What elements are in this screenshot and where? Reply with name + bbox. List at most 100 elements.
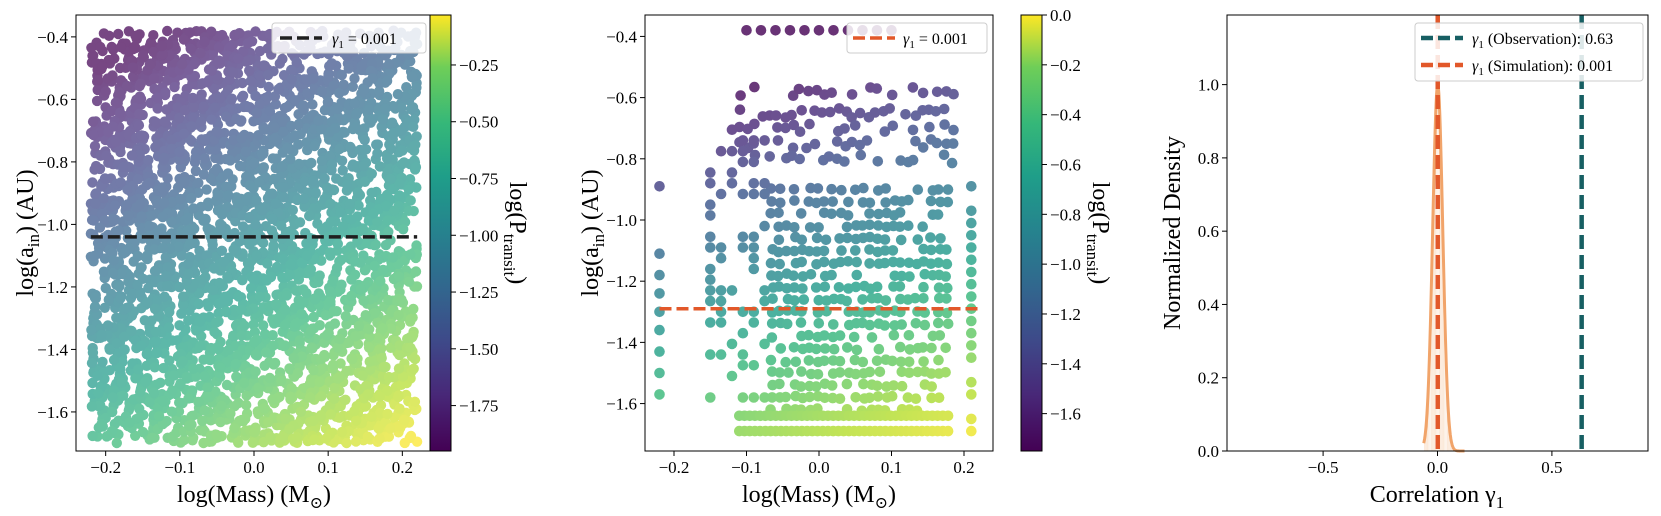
scatter-point bbox=[966, 254, 977, 266]
scatter-point bbox=[265, 271, 277, 283]
scatter-point bbox=[805, 269, 817, 280]
scatter-point bbox=[335, 207, 346, 218]
scatter-point bbox=[850, 184, 861, 196]
scatter-point bbox=[726, 145, 738, 157]
scatter-point bbox=[403, 276, 415, 287]
scatter-point bbox=[133, 364, 144, 375]
scatter-point bbox=[873, 208, 884, 220]
scatter-point bbox=[918, 243, 929, 255]
scatter-point bbox=[234, 236, 245, 247]
y-tick-label: −1.0 bbox=[606, 211, 637, 230]
scatter-point bbox=[850, 281, 862, 293]
x-tick-label: 0.0 bbox=[808, 458, 829, 477]
scatter-point bbox=[144, 59, 155, 71]
colorbar-tick-label: −1.6 bbox=[1050, 405, 1081, 424]
scatter-point bbox=[268, 173, 280, 185]
scatter-point bbox=[765, 208, 776, 219]
scatter-point bbox=[737, 231, 749, 243]
scatter-point bbox=[244, 102, 255, 113]
scatter-point bbox=[385, 423, 396, 434]
scatter-point bbox=[938, 149, 950, 161]
scatter-point bbox=[210, 317, 222, 328]
scatter-point bbox=[87, 430, 98, 442]
scatter-point bbox=[215, 218, 226, 230]
scatter-point bbox=[132, 279, 143, 291]
scatter-point bbox=[316, 86, 328, 97]
scatter-point bbox=[161, 280, 173, 292]
scatter-point bbox=[705, 178, 716, 189]
scatter-point bbox=[344, 198, 355, 210]
scatter-point bbox=[199, 371, 210, 382]
scatter-point bbox=[403, 184, 414, 195]
scatter-point bbox=[705, 231, 716, 243]
scatter-point bbox=[202, 391, 213, 403]
scatter-point bbox=[174, 320, 185, 331]
scatter-point bbox=[828, 343, 840, 355]
panel-1-scatter-points bbox=[85, 25, 423, 449]
scatter-point bbox=[715, 188, 727, 200]
scatter-point bbox=[236, 115, 247, 126]
scatter-point bbox=[188, 203, 199, 214]
scatter-point bbox=[190, 371, 201, 382]
scatter-point bbox=[319, 173, 330, 184]
scatter-point bbox=[245, 283, 257, 294]
panel-2-legend-box bbox=[846, 22, 988, 54]
scatter-point bbox=[135, 386, 146, 398]
scatter-point bbox=[308, 73, 319, 84]
scatter-point bbox=[896, 270, 907, 282]
scatter-point bbox=[233, 437, 244, 448]
scatter-point bbox=[395, 294, 407, 306]
scatter-point bbox=[895, 341, 906, 353]
scatter-point bbox=[350, 122, 361, 133]
scatter-point bbox=[835, 256, 846, 268]
scatter-point bbox=[941, 244, 952, 255]
scatter-point bbox=[368, 208, 379, 219]
scatter-point bbox=[715, 349, 727, 360]
scatter-point bbox=[834, 367, 846, 378]
scatter-point bbox=[130, 30, 141, 41]
scatter-point bbox=[715, 317, 727, 328]
scatter-point bbox=[341, 319, 352, 330]
colorbar-tick-label: −1.2 bbox=[1050, 305, 1081, 324]
scatter-point bbox=[748, 360, 760, 371]
scatter-point bbox=[787, 142, 799, 154]
scatter-point bbox=[108, 255, 119, 266]
scatter-point bbox=[767, 293, 778, 305]
scatter-point bbox=[353, 200, 364, 211]
scatter-point bbox=[734, 104, 746, 115]
scatter-point bbox=[250, 366, 261, 377]
scatter-point bbox=[159, 152, 170, 164]
scatter-point bbox=[858, 182, 869, 194]
scatter-point bbox=[136, 211, 147, 222]
scatter-point bbox=[381, 153, 393, 164]
scatter-point bbox=[145, 38, 157, 49]
scatter-point bbox=[268, 240, 279, 251]
scatter-point bbox=[100, 86, 112, 97]
scatter-point bbox=[221, 379, 233, 391]
x-tick-label: 0.0 bbox=[1427, 458, 1448, 477]
scatter-point bbox=[352, 339, 364, 350]
scatter-point bbox=[171, 427, 182, 438]
scatter-point bbox=[136, 130, 147, 141]
scatter-point bbox=[941, 293, 952, 304]
scatter-point bbox=[321, 433, 332, 444]
scatter-point bbox=[654, 288, 665, 299]
scatter-point bbox=[334, 333, 345, 345]
scatter-point bbox=[705, 242, 716, 253]
scatter-point bbox=[794, 126, 806, 137]
scatter-point bbox=[705, 274, 716, 286]
scatter-point bbox=[850, 368, 861, 380]
scatter-point bbox=[737, 327, 749, 339]
scatter-point bbox=[321, 330, 332, 341]
scatter-point bbox=[748, 188, 760, 200]
scatter-point bbox=[286, 383, 297, 394]
scatter-point bbox=[924, 121, 935, 133]
scatter-point bbox=[774, 367, 786, 378]
scatter-point bbox=[366, 168, 377, 179]
scatter-point bbox=[726, 285, 738, 296]
scatter-point bbox=[831, 136, 843, 147]
scatter-point bbox=[880, 183, 891, 194]
scatter-point bbox=[841, 221, 853, 233]
scatter-point bbox=[161, 270, 172, 282]
scatter-point bbox=[773, 207, 784, 219]
